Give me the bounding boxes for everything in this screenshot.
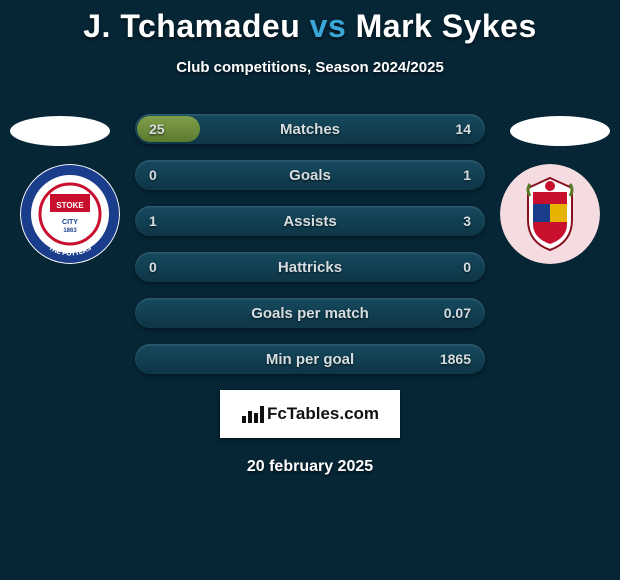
comparison-area: STOKE CITY 1863 THE POTTERS THE POTTERS xyxy=(0,114,620,374)
svg-text:STOKE: STOKE xyxy=(56,201,84,210)
stat-value-right: 3 xyxy=(463,213,471,229)
vs-text: vs xyxy=(310,8,347,44)
stat-row: 1865Min per goal xyxy=(135,344,485,374)
stat-row: 2514Matches xyxy=(135,114,485,144)
fctables-logo: FcTables.com xyxy=(220,390,400,438)
logo-text: FcTables.com xyxy=(267,404,379,424)
stat-row: 0 1Goals xyxy=(135,160,485,190)
stat-label: Goals per match xyxy=(135,305,485,322)
stat-value-right: 1 xyxy=(463,167,471,183)
stat-value-left: 0 xyxy=(149,259,157,275)
stat-value-left: 0 xyxy=(149,167,157,183)
stat-fill-left xyxy=(137,116,200,142)
stat-value-right: 14 xyxy=(455,121,471,137)
stat-row: 0 0Hattricks xyxy=(135,252,485,282)
stat-label: Assists xyxy=(135,213,485,230)
stat-value-right: 0.07 xyxy=(444,305,471,321)
stat-row: 0.07Goals per match xyxy=(135,298,485,328)
stats-list: 2514Matches01Goals13Assists00Hattricks0.… xyxy=(135,114,485,374)
player2-name: Mark Sykes xyxy=(356,8,537,44)
stat-label: Min per goal xyxy=(135,351,485,368)
snapshot-date: 20 february 2025 xyxy=(0,458,620,476)
player2-ellipse xyxy=(510,116,610,146)
svg-text:1863: 1863 xyxy=(63,228,77,234)
stat-value-right: 1865 xyxy=(440,351,471,367)
chart-bars-icon xyxy=(241,404,265,424)
subtitle: Club competitions, Season 2024/2025 xyxy=(0,59,620,76)
stat-label: Goals xyxy=(135,167,485,184)
svg-text:CITY: CITY xyxy=(62,219,78,226)
player1-ellipse xyxy=(10,116,110,146)
player1-club-badge: STOKE CITY 1863 THE POTTERS THE POTTERS xyxy=(20,164,120,264)
player1-name: J. Tchamadeu xyxy=(83,8,300,44)
comparison-title: J. Tchamadeu vs Mark Sykes xyxy=(0,0,620,45)
stat-row: 1 3Assists xyxy=(135,206,485,236)
stat-value-left: 1 xyxy=(149,213,157,229)
stat-label: Hattricks xyxy=(135,259,485,276)
stat-value-right: 0 xyxy=(463,259,471,275)
player2-club-badge xyxy=(500,164,600,264)
